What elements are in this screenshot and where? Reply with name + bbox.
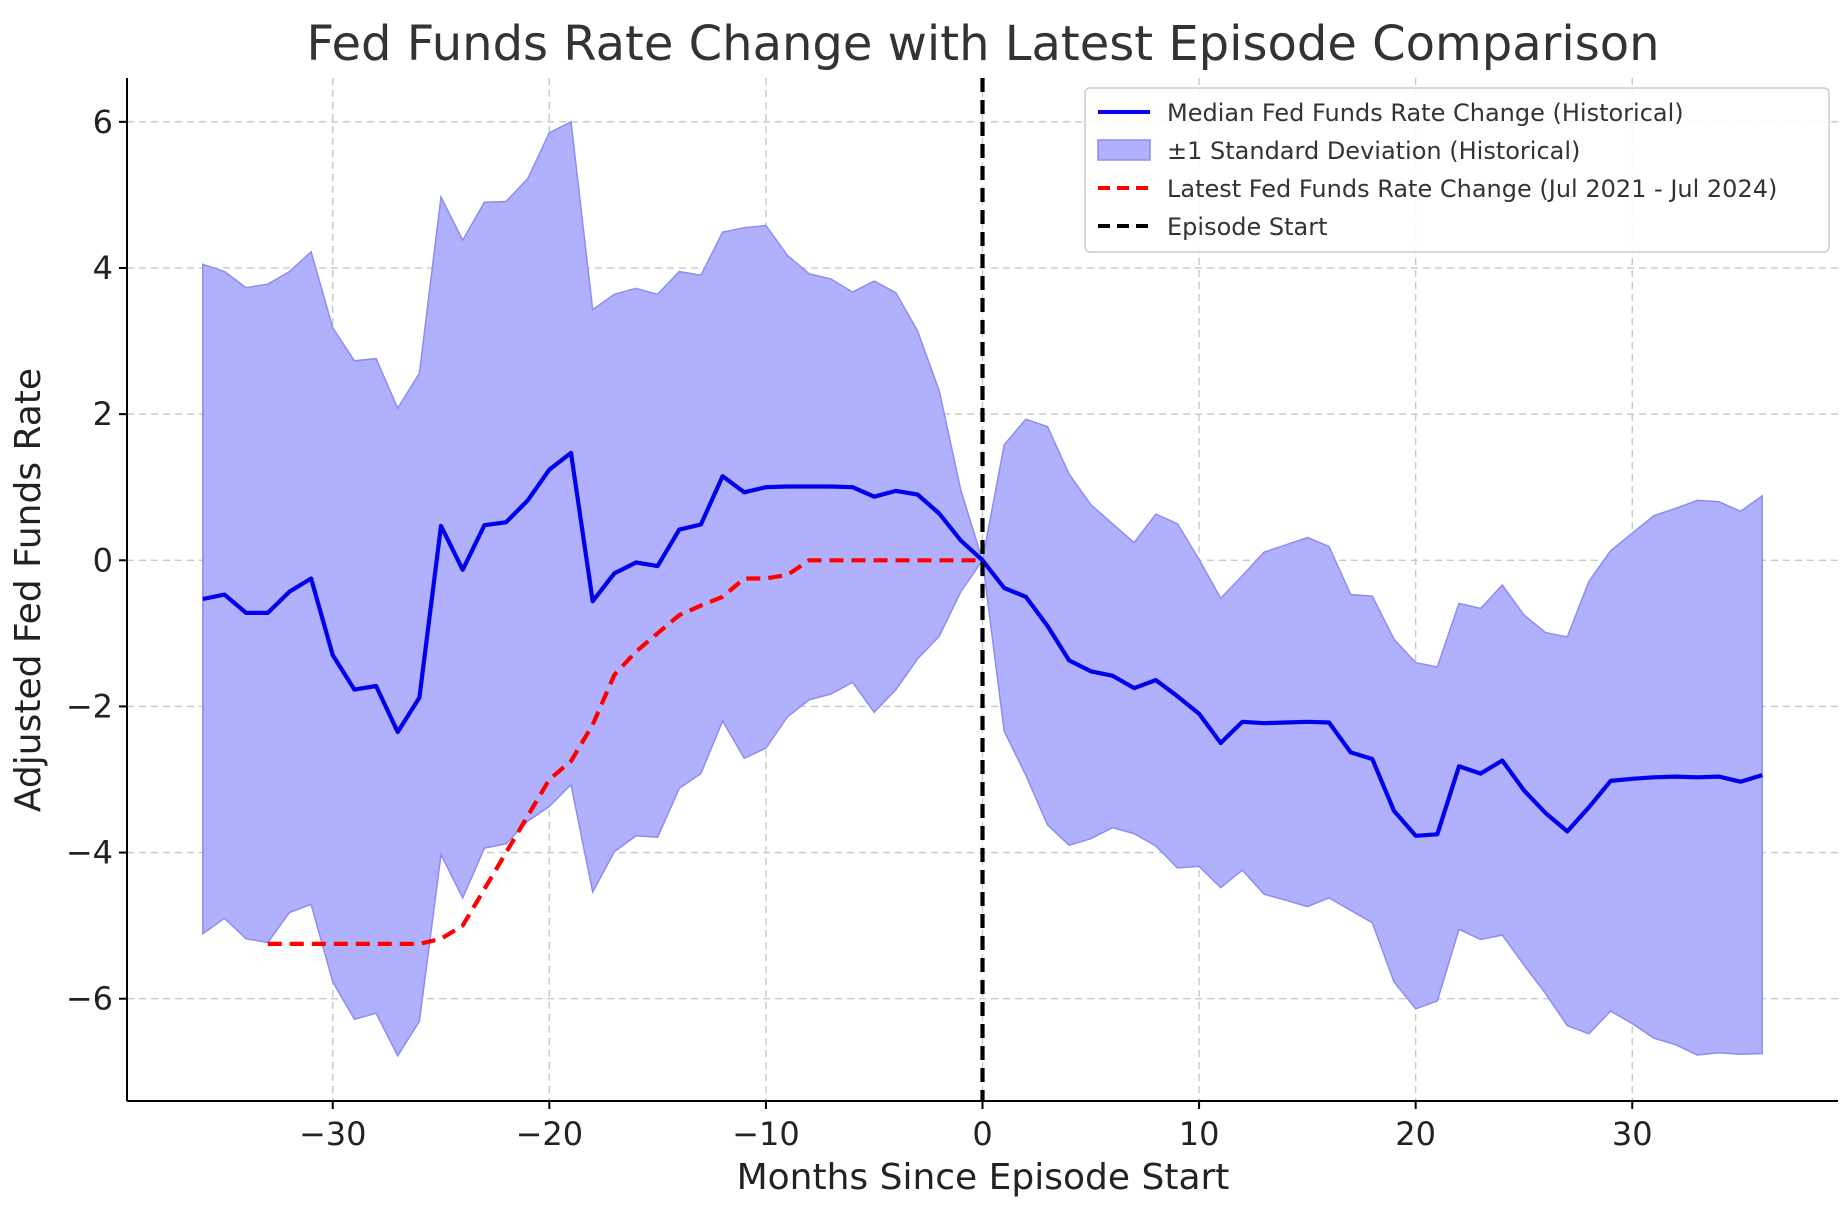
legend-label-episode-start: Episode Start xyxy=(1167,213,1328,241)
y-tick-label: 2 xyxy=(93,395,113,433)
y-tick-label: 6 xyxy=(93,103,113,141)
legend-swatch-band xyxy=(1097,139,1151,161)
x-tick-label: 0 xyxy=(972,1115,992,1153)
x-tick-label: 10 xyxy=(1179,1115,1220,1153)
x-tick-label: −30 xyxy=(299,1115,367,1153)
y-tick-label: 0 xyxy=(93,541,113,579)
x-tick-label: 30 xyxy=(1612,1115,1653,1153)
x-tick-label: 20 xyxy=(1395,1115,1436,1153)
x-axis-label: Months Since Episode Start xyxy=(737,1157,1230,1198)
series-lines xyxy=(202,78,1763,1101)
legend-frame xyxy=(1084,87,1830,253)
std-band-layer xyxy=(202,120,1763,1058)
x-tick-label: −10 xyxy=(732,1115,800,1153)
y-tick-label: −4 xyxy=(66,834,113,872)
legend: Median Fed Funds Rate Change (Historical… xyxy=(1084,87,1830,253)
axes xyxy=(119,78,1838,1109)
legend-label-median: Median Fed Funds Rate Change (Historical… xyxy=(1167,99,1684,127)
chart-title: Fed Funds Rate Change with Latest Episod… xyxy=(307,16,1660,72)
y-tick-label: −6 xyxy=(66,980,113,1018)
legend-label-latest: Latest Fed Funds Rate Change (Jul 2021 -… xyxy=(1167,175,1777,203)
y-axis-label: Adjusted Fed Funds Rate xyxy=(8,368,49,812)
x-tick-label: −20 xyxy=(516,1115,584,1153)
latest-episode-line xyxy=(267,558,983,947)
y-tick-label: 4 xyxy=(93,249,113,287)
y-tick-label: −2 xyxy=(66,687,113,725)
median-line xyxy=(202,450,1763,838)
std-band xyxy=(202,120,1763,1058)
legend-label-band: ±1 Standard Deviation (Historical) xyxy=(1167,137,1580,165)
